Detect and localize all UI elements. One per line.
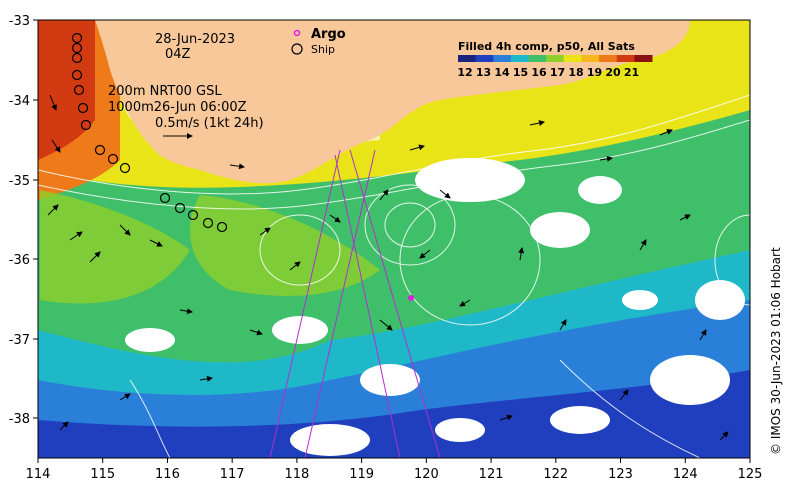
colorbar-tick-label: 20 xyxy=(605,66,621,79)
colorbar-segment xyxy=(563,55,582,62)
colorbar-segment xyxy=(528,55,547,62)
colorbar xyxy=(458,55,653,62)
x-tick-label: 120 xyxy=(414,467,439,482)
x-tick-label: 119 xyxy=(349,467,374,482)
imos-credit: © IMOS 30-Jun-2023 01:06 Hobart xyxy=(769,247,783,455)
colorbar-tick-label: 13 xyxy=(476,66,491,79)
current-vectors xyxy=(47,94,729,441)
depth-info-1: 200m NRT00 GSL xyxy=(108,84,222,99)
y-tick-label: -37 xyxy=(9,333,30,348)
ship-legend-icon xyxy=(291,43,303,55)
x-tick-label: 125 xyxy=(738,467,763,482)
y-tick-label: -38 xyxy=(9,412,30,427)
x-tick-label: 124 xyxy=(673,467,698,482)
x-axis: 114 115 116 117 118 119 120 121 122 123 124 125 xyxy=(26,458,763,482)
colorbar-segment xyxy=(599,55,618,62)
argo-legend-label: Argo xyxy=(311,27,346,42)
colorbar-tick-label: 14 xyxy=(494,66,510,79)
warm-eddy-cape xyxy=(40,190,190,304)
colorbar-tick-label: 16 xyxy=(531,66,547,79)
argo-legend-icon xyxy=(293,29,301,37)
x-tick-label: 122 xyxy=(543,467,568,482)
colorbar-segment xyxy=(634,55,653,62)
contour-lines xyxy=(38,94,750,458)
colorbar-segment xyxy=(458,55,477,62)
colorbar-ticks: 12 13 14 15 16 17 18 19 20 21 xyxy=(457,66,639,79)
colorbar-tick-label: 19 xyxy=(587,66,602,79)
ship-positions xyxy=(71,32,228,233)
y-tick-label: -35 xyxy=(9,174,30,189)
y-axis: -33 -34 -35 -36 -37 -38 xyxy=(9,14,38,427)
y-tick-label: -33 xyxy=(9,14,30,29)
x-tick-label: 117 xyxy=(220,467,245,482)
colorbar-segment xyxy=(581,55,600,62)
colorbar-segment xyxy=(546,55,565,62)
colorbar-segment xyxy=(510,55,530,62)
x-tick-label: 115 xyxy=(90,467,115,482)
y-tick-label: -36 xyxy=(9,253,30,268)
x-tick-label: 123 xyxy=(608,467,633,482)
x-tick-label: 114 xyxy=(26,467,51,482)
x-tick-label: 121 xyxy=(479,467,504,482)
colorbar-segment xyxy=(493,55,512,62)
plot-frame xyxy=(37,19,751,459)
x-tick-label: 116 xyxy=(155,467,180,482)
map-plot-area: 28-Jun-2023 04Z 200m NRT00 GSL 1000m26-J… xyxy=(38,20,750,458)
ship-tracks xyxy=(269,149,441,458)
map-date: 28-Jun-2023 xyxy=(155,32,235,47)
colorbar-tick-label: 17 xyxy=(550,66,565,79)
colorbar-tick-label: 15 xyxy=(513,66,528,79)
argo-float xyxy=(408,295,414,301)
velocity-scale-label: 0.5m/s (1kt 24h) xyxy=(155,116,264,131)
colorbar-tick-label: 18 xyxy=(568,66,583,79)
ship-legend-label: Ship xyxy=(311,43,335,56)
x-tick-label: 118 xyxy=(284,467,309,482)
depth-info-2: 1000m26-Jun 06:00Z xyxy=(108,100,247,115)
colorbar-segment xyxy=(616,55,635,62)
colorbar-tick-label: 21 xyxy=(624,66,639,79)
ocean-coldest-band xyxy=(38,370,750,458)
colorbar-tick-label: 12 xyxy=(457,66,472,79)
colorbar-segment xyxy=(475,55,494,62)
colorbar-title: Filled 4h comp, p50, All Sats xyxy=(458,40,635,53)
y-tick-label: -34 xyxy=(9,94,30,109)
map-time: 04Z xyxy=(165,47,191,62)
